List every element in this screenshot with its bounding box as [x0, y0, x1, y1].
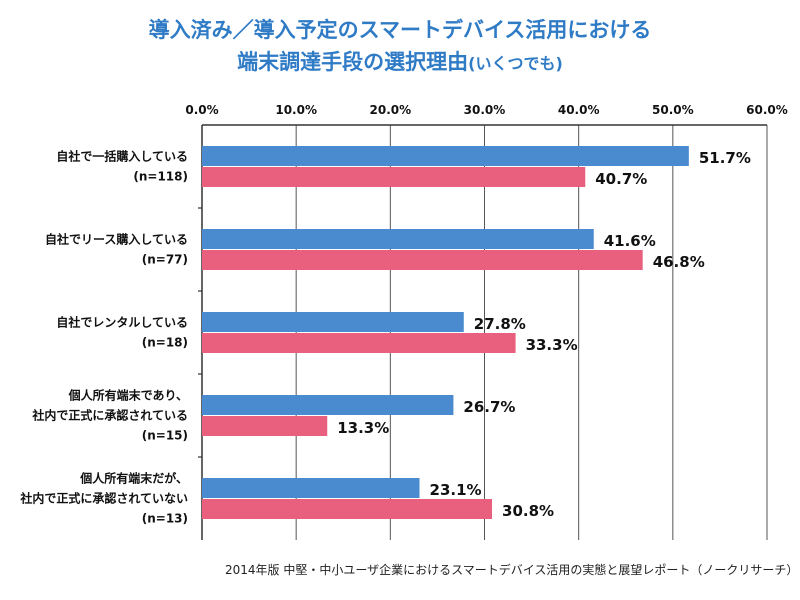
x-tick-label: 40.0%: [558, 103, 600, 117]
category-label: 自社で一括購入している: [56, 149, 188, 164]
bar-s1-3: [202, 416, 328, 436]
data-label: 40.7%: [595, 170, 647, 188]
data-label: 51.7%: [699, 149, 751, 167]
category-label: 自社でレンタルしている: [56, 315, 188, 330]
category-label: 社内で正式に承認されていない: [19, 491, 188, 506]
data-label: 27.8%: [474, 315, 526, 333]
chart-title-main: 端末調達手段の選択理由: [237, 50, 469, 74]
data-label: 33.3%: [526, 336, 578, 354]
category-label: (n=118): [133, 170, 188, 184]
data-label: 23.1%: [430, 481, 482, 499]
data-label: 26.7%: [463, 398, 515, 416]
bar-s1-0: [202, 167, 586, 187]
category-label: (n=15): [142, 429, 188, 443]
bar-s0-3: [202, 395, 454, 415]
bar-s0-1: [202, 229, 594, 249]
source-note: 2014年版 中堅・中小ユーザ企業におけるスマートデバイス活用の実態と展望レポー…: [225, 563, 799, 577]
category-label: (n=13): [142, 512, 188, 526]
chart-title-line1: 導入済み／導入予定のスマートデバイス活用における: [148, 18, 652, 42]
category-label: 自社でリース購入している: [45, 232, 188, 247]
category-label: 社内で正式に承認されている: [31, 408, 188, 423]
data-label: 46.8%: [653, 253, 705, 271]
chart-title-note: (いくつでも): [468, 54, 563, 73]
x-tick-label: 60.0%: [746, 103, 788, 117]
bar-s1-4: [202, 499, 493, 519]
category-label: 個人所有端末であり、: [68, 388, 188, 403]
data-label: 30.8%: [502, 502, 554, 520]
category-label: 個人所有端末だが、: [79, 471, 188, 486]
data-label: 13.3%: [337, 419, 389, 437]
x-tick-label: 20.0%: [370, 103, 412, 117]
bar-s1-2: [202, 333, 516, 353]
x-tick-label: 30.0%: [464, 103, 506, 117]
x-tick-label: 50.0%: [652, 103, 694, 117]
bar-s0-2: [202, 312, 464, 332]
x-tick-label: 0.0%: [185, 103, 218, 117]
bar-s0-0: [202, 146, 689, 166]
data-label: 41.6%: [604, 232, 656, 250]
chart-title-line2: 端末調達手段の選択理由(いくつでも): [0, 46, 800, 76]
category-label: (n=77): [142, 253, 188, 267]
bar-s0-4: [202, 478, 420, 498]
category-label: (n=18): [142, 336, 188, 350]
x-tick-label: 10.0%: [275, 103, 317, 117]
bar-s1-1: [202, 250, 643, 270]
